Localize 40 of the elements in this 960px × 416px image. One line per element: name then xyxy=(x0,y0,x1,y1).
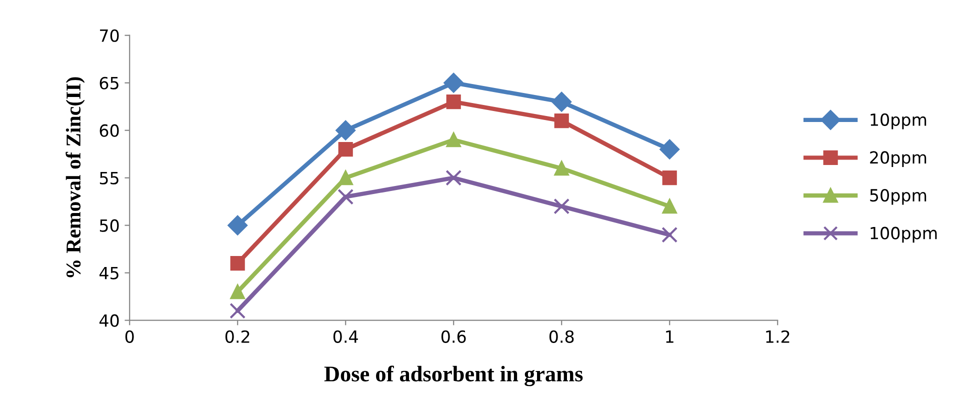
point xyxy=(446,132,461,148)
point xyxy=(662,170,677,186)
point xyxy=(662,199,677,214)
x-tick-label: 0.8 xyxy=(549,330,574,343)
point xyxy=(444,72,464,93)
y-tick-label: 60 xyxy=(100,124,119,137)
y-tick-label: 55 xyxy=(100,172,118,184)
y-tick-label: 45 xyxy=(99,267,118,280)
y-axis-title: % Removal of Zinc(II) xyxy=(66,77,85,278)
y-tick-label: 70 xyxy=(100,29,119,42)
x-tick-label: 0.2 xyxy=(225,330,250,343)
x-tick-label: 0 xyxy=(125,330,134,343)
legend-label: 20ppm xyxy=(870,151,926,168)
x-tick-label: 1.2 xyxy=(766,330,790,343)
point xyxy=(338,170,353,186)
point xyxy=(228,215,248,236)
point xyxy=(554,114,569,128)
point xyxy=(554,198,570,214)
y-tick-label: 65 xyxy=(100,76,118,90)
x-tick-label: 1 xyxy=(666,330,674,343)
point xyxy=(336,120,356,140)
point xyxy=(660,139,680,160)
point xyxy=(230,284,245,300)
y-tick-label: 40 xyxy=(99,314,119,327)
point xyxy=(230,256,245,271)
x-tick-label: 0.6 xyxy=(441,330,466,343)
x-tick-label: 0.4 xyxy=(333,330,358,343)
point xyxy=(446,170,462,186)
point xyxy=(230,302,246,319)
point xyxy=(552,92,572,112)
point xyxy=(446,94,461,110)
legend-label: 50ppm xyxy=(870,188,926,205)
legend-label: 100ppm xyxy=(870,226,937,243)
point xyxy=(338,188,354,205)
point xyxy=(338,142,353,157)
legend-label: 10ppm xyxy=(870,113,926,130)
x-axis-title: Dose of adsorbent in grams xyxy=(324,366,583,386)
point xyxy=(554,161,569,176)
y-tick-label: 50 xyxy=(100,219,119,232)
point xyxy=(662,226,678,243)
